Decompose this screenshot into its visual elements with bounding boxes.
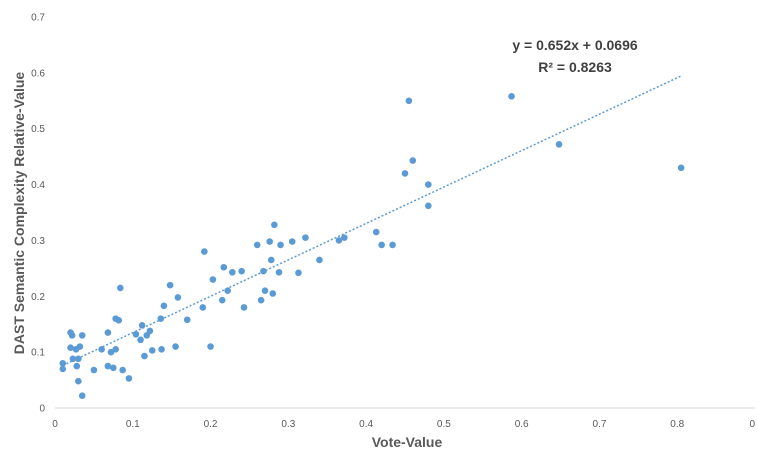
- data-point: [266, 238, 273, 245]
- data-point: [207, 343, 214, 350]
- data-point: [341, 234, 348, 241]
- data-point: [220, 263, 228, 271]
- data-point: [119, 366, 126, 374]
- y-axis-ticks: 0 0.1 0.2 0.3 0.4 0.5 0.6 0.7: [31, 13, 45, 415]
- x-tick-label: 0.5: [437, 419, 451, 430]
- data-point: [75, 377, 82, 385]
- data-point: [260, 267, 267, 275]
- x-tick-label: 0.6: [515, 419, 529, 430]
- data-point: [275, 268, 283, 276]
- data-point: [138, 322, 146, 329]
- x-tick-label: 0.2: [204, 419, 218, 430]
- data-point: [166, 281, 174, 289]
- data-point: [269, 290, 277, 297]
- y-tick-label: 0.6: [31, 68, 45, 79]
- x-tick-label: 0.8: [670, 419, 684, 430]
- data-point: [372, 228, 380, 236]
- data-point: [146, 327, 154, 335]
- x-tick-label: 0.1: [126, 419, 140, 430]
- data-point: [335, 237, 343, 244]
- data-point: [277, 241, 284, 249]
- data-point: [59, 360, 67, 367]
- trendline-equation: y = 0.652x + 0.0696: [512, 37, 638, 53]
- trendline: [62, 75, 682, 367]
- data-point: [288, 238, 296, 245]
- data-point: [69, 355, 77, 363]
- x-axis-title: Vote-Value: [372, 434, 443, 450]
- data-point: [267, 256, 275, 264]
- x-tick-label: 0.4: [359, 419, 373, 430]
- data-point: [425, 202, 432, 210]
- data-point: [98, 346, 105, 353]
- data-point: [295, 269, 302, 277]
- data-point: [238, 267, 245, 275]
- y-tick-label: 0.1: [31, 348, 45, 359]
- x-tick-label: 0: [52, 419, 58, 430]
- data-point: [59, 365, 67, 373]
- data-point: [240, 304, 248, 311]
- data-point: [141, 352, 148, 360]
- data-point: [68, 332, 76, 339]
- y-tick-label: 0.7: [31, 13, 45, 24]
- data-point: [261, 287, 269, 295]
- data-point: [132, 330, 140, 338]
- data-point: [271, 221, 278, 229]
- data-point: [110, 364, 117, 372]
- data-point: [183, 316, 191, 324]
- data-point: [555, 141, 563, 148]
- data-point: [201, 248, 208, 255]
- data-point: [174, 294, 182, 301]
- data-point: [405, 97, 413, 105]
- data-point: [158, 346, 165, 353]
- data-point: [409, 157, 417, 164]
- y-tick-label: 0: [39, 404, 45, 415]
- data-point: [117, 284, 124, 292]
- data-point: [90, 366, 98, 374]
- y-tick-label: 0.5: [31, 124, 45, 135]
- data-point: [378, 241, 385, 249]
- data-point: [67, 344, 74, 351]
- data-point: [199, 304, 207, 311]
- y-tick-label: 0.4: [31, 180, 45, 191]
- data-point: [425, 181, 432, 188]
- data-point: [209, 276, 217, 283]
- x-tick-label: 0.3: [281, 419, 295, 430]
- y-tick-label: 0.2: [31, 292, 45, 303]
- data-point: [76, 343, 84, 350]
- data-point: [104, 362, 112, 370]
- data-point: [401, 170, 409, 177]
- data-point: [112, 346, 119, 353]
- data-point: [257, 296, 265, 304]
- y-tick-label: 0.3: [31, 236, 45, 247]
- x-axis-ticks: 0 0.1 0.2 0.3 0.4 0.5 0.6 0.7 0.8 0: [52, 419, 755, 430]
- data-point: [224, 287, 231, 295]
- data-point: [218, 296, 226, 304]
- data-point: [253, 241, 261, 249]
- data-point: [389, 241, 396, 249]
- data-point: [78, 392, 86, 400]
- data-point: [172, 343, 179, 350]
- data-point: [125, 375, 133, 382]
- data-point: [316, 256, 323, 264]
- x-tick-label: 0: [749, 419, 755, 430]
- data-point: [148, 347, 156, 354]
- data-point: [78, 332, 86, 339]
- data-point: [73, 362, 81, 370]
- data-point: [677, 164, 685, 172]
- trendline-r-squared: R² = 0.8263: [538, 59, 612, 75]
- data-point: [115, 317, 123, 324]
- data-point: [75, 355, 82, 363]
- data-point: [508, 93, 515, 100]
- y-axis-title: DAST Semantic Complexity Relative-Value: [11, 72, 27, 355]
- x-tick-label: 0.7: [592, 419, 606, 430]
- data-point: [137, 336, 144, 344]
- data-point: [157, 315, 165, 322]
- data-point: [104, 329, 112, 336]
- data-point: [302, 234, 309, 241]
- data-points: [59, 93, 685, 400]
- data-point: [229, 268, 236, 276]
- data-point: [160, 302, 168, 310]
